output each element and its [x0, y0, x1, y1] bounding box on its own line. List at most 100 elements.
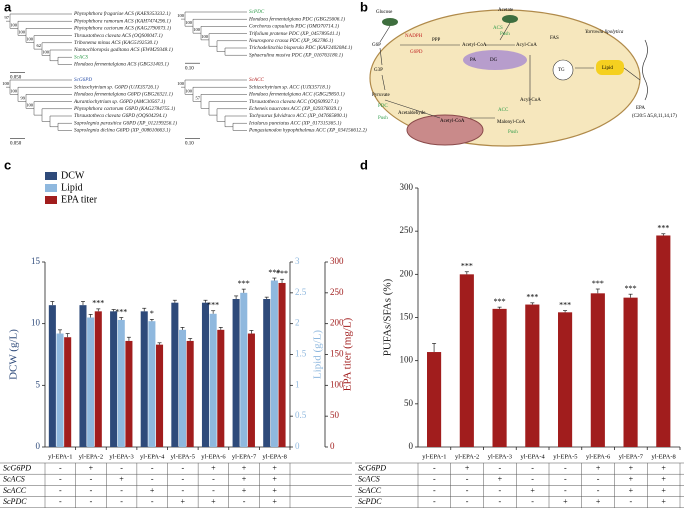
pathway-label: Acyl-CoA	[520, 98, 541, 103]
bar	[171, 302, 179, 447]
table-mark: +	[661, 497, 666, 506]
legend-label: EPA titer	[61, 194, 98, 205]
table-mark: +	[629, 463, 634, 472]
table-gene: ScACS	[358, 475, 380, 484]
tree-leaf: Tachysurus fulvidraco ACC (XP_047665800.…	[249, 112, 348, 119]
y-tick-label: 10	[31, 318, 41, 328]
x-tick-label: yl-EPA-8	[263, 453, 287, 460]
table-gene: ScACS	[3, 475, 25, 484]
bar	[247, 333, 255, 447]
pathway-label: Acetyl-CoA	[462, 43, 487, 48]
bar	[623, 297, 638, 447]
table-mark: +	[272, 486, 277, 495]
bar	[125, 340, 133, 447]
table-mark: +	[661, 486, 666, 495]
y-tick-label: 250	[400, 225, 414, 235]
pathway-label: G6PD	[410, 50, 423, 55]
table-mark: -	[59, 486, 62, 495]
bar	[459, 274, 474, 447]
bootstrap-value: 62	[37, 43, 42, 48]
table-mark: -	[499, 463, 502, 472]
table-mark: +	[89, 463, 94, 472]
bar	[56, 333, 64, 447]
bar	[48, 305, 56, 447]
bootstrap-value: 57	[196, 95, 201, 100]
table-gene: ScPDC	[358, 497, 382, 506]
table-mark: +	[661, 475, 666, 484]
significance: ***	[559, 300, 571, 309]
table-mark: -	[433, 463, 436, 472]
table-mark: -	[499, 497, 502, 506]
bootstrap-value: 97	[5, 15, 10, 20]
bootstrap-value: 100	[177, 13, 185, 18]
table-mark: +	[211, 463, 216, 472]
tree-leaf: Thraustotheca clavata ACC (OQS09927.1)	[249, 98, 339, 105]
lipid-droplet	[596, 60, 624, 75]
tree-leaf: Tribonema minus ACS (KAG5192530.1)	[74, 39, 158, 46]
significance: ***	[592, 279, 604, 288]
table-mark: +	[596, 463, 601, 472]
tree-leaf: Thraustotheca clavata ACS (OQS00047.1)	[74, 32, 163, 39]
tree-leaf: Phytophthora fragariae ACS (KAE9353332.1…	[73, 10, 171, 17]
pathway-label: G3P	[374, 68, 383, 73]
legend-swatch	[45, 172, 57, 180]
x-tick-label: yl-EPA-5	[171, 453, 195, 460]
er	[463, 50, 527, 70]
axis-title: PUFAs/SFAs (%)	[382, 278, 394, 356]
table-mark: -	[90, 497, 93, 506]
table-mark: +	[119, 475, 124, 484]
pathway-label: PA	[470, 58, 476, 63]
tree-leaf: ScACC	[249, 77, 265, 83]
table-mark: -	[564, 486, 567, 495]
y-tick-label: 200	[330, 318, 344, 328]
y-tick-label: 1	[295, 379, 300, 389]
scale-label: 0.050	[10, 76, 22, 81]
tree-leaf: Ictalurus punctatus ACC (XP_017315365.1)	[248, 119, 342, 126]
bar	[278, 282, 286, 447]
y-tick-label: 0	[409, 441, 414, 451]
bootstrap-value: 100	[193, 27, 201, 32]
table-mark: +	[272, 463, 277, 472]
panel-label: c	[4, 157, 11, 172]
tree-leaf: Echeneis naucrates ACC (XP_029376039.1)	[248, 105, 342, 112]
x-tick-label: yl-EPA-4	[140, 453, 165, 460]
table-mark: -	[59, 475, 62, 484]
table-mark: -	[597, 486, 600, 495]
significance: ***	[526, 293, 538, 302]
tree-leaf: Aurantiochytrium sp. G6PD (AMC30567.1)	[73, 98, 165, 105]
pathway-label: ACS	[493, 26, 503, 31]
significance: ***	[657, 224, 669, 233]
tree-leaf: Schizochytrium sp. G6PD (UJX35726.1)	[74, 83, 159, 90]
bar	[525, 304, 540, 447]
y-tick-label: 0	[36, 441, 41, 451]
y-tick-label: 50	[404, 398, 414, 408]
tree-leaf: Hondaea fermentalgiana PDC (GBG25606.1)	[248, 15, 345, 22]
table-mark: -	[466, 475, 469, 484]
tree-leaf: Saprolegnia parasitica G6PD (XP_01219925…	[74, 119, 177, 126]
table-gene: ScG6PD	[3, 463, 31, 472]
tree-leaf: Corchorus capsularis PDC (OMO70714.1)	[249, 23, 339, 30]
scale-label: 0.050	[10, 142, 22, 147]
panel-label: a	[4, 0, 12, 14]
scale-label: 0.10	[185, 66, 194, 71]
tree-leaf: ScG6PD	[74, 77, 92, 83]
significance: ***	[207, 301, 219, 310]
bar	[87, 317, 95, 447]
pathway-label: PDC	[378, 104, 388, 109]
x-tick-label: yl-EPA-6	[201, 453, 226, 460]
y-tick-label: 15	[31, 256, 41, 266]
table-mark: +	[150, 486, 155, 495]
table-gene: ScACC	[358, 486, 382, 495]
pathway-label: Yarrowia lipolytica	[585, 30, 624, 35]
table-mark: +	[596, 497, 601, 506]
tree-leaf: Trichodelitschia bisporula PDC (KAF24020…	[249, 44, 352, 51]
bar	[558, 312, 573, 447]
x-tick-label: yl-EPA-6	[586, 453, 611, 460]
pathway-label: ACC	[498, 108, 509, 113]
panel-label: b	[360, 0, 368, 14]
y-tick-label: 2	[295, 318, 300, 328]
table-mark: +	[272, 497, 277, 506]
bar	[201, 302, 210, 447]
bootstrap-value: 100	[18, 29, 26, 34]
significance: ***	[268, 268, 280, 277]
